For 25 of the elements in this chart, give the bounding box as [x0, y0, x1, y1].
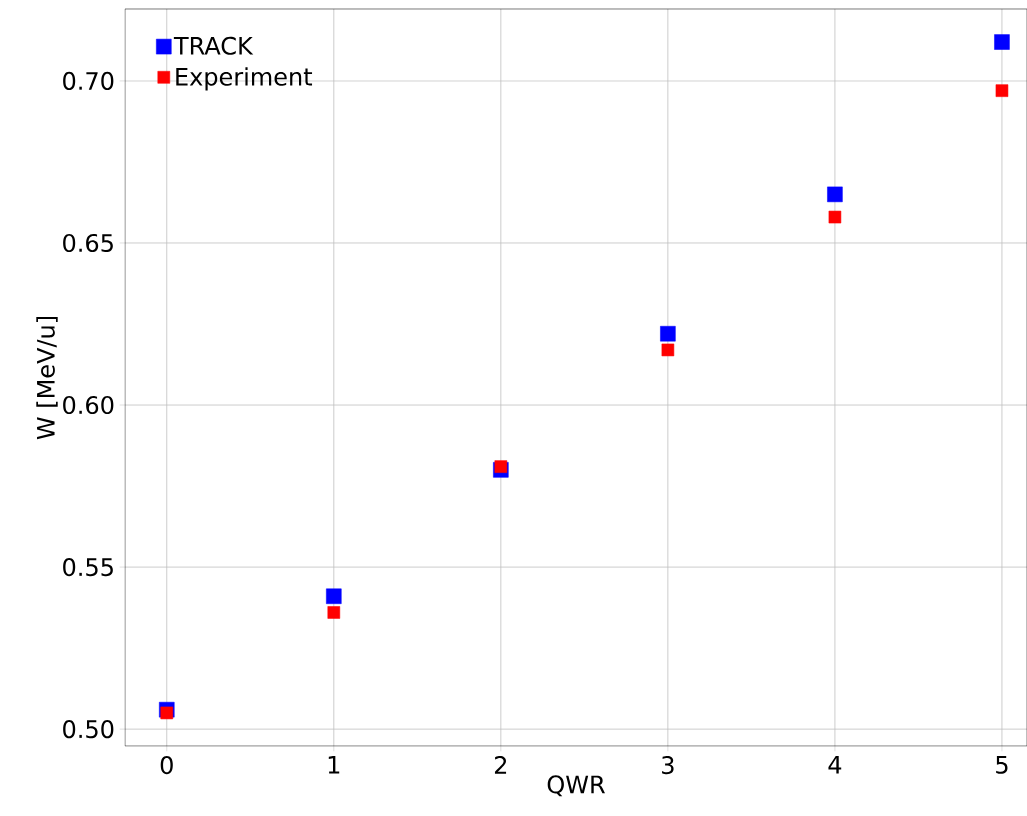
y-tick-label: 0.70	[63, 71, 114, 91]
point	[995, 84, 1009, 97]
x-tick-label: 0	[160, 756, 173, 775]
point	[326, 588, 342, 604]
x-tick-label: 1	[328, 756, 340, 774]
x-tick-label: 4	[828, 756, 842, 774]
point	[327, 606, 341, 619]
y-tick-label: 0.60	[63, 395, 114, 415]
legend-label: TRACK	[173, 36, 254, 55]
point	[827, 186, 843, 203]
point	[661, 343, 675, 357]
x-axis-title: QWR	[547, 775, 605, 797]
y-tick-label: 0.50	[63, 720, 114, 739]
x-tick-label: 5	[996, 756, 1008, 774]
point	[160, 706, 174, 720]
x-tick-label: 2	[494, 756, 507, 774]
point	[828, 210, 842, 224]
point	[660, 326, 676, 342]
point	[994, 34, 1010, 50]
y-axis-title: W [MeV/u]	[36, 316, 58, 440]
y-tick-label: 0.65	[63, 233, 113, 253]
x-tick-label: 3	[662, 756, 674, 775]
legend-label: Experiment	[176, 67, 313, 91]
point	[494, 460, 508, 473]
y-tick-label: 0.55	[63, 558, 113, 577]
